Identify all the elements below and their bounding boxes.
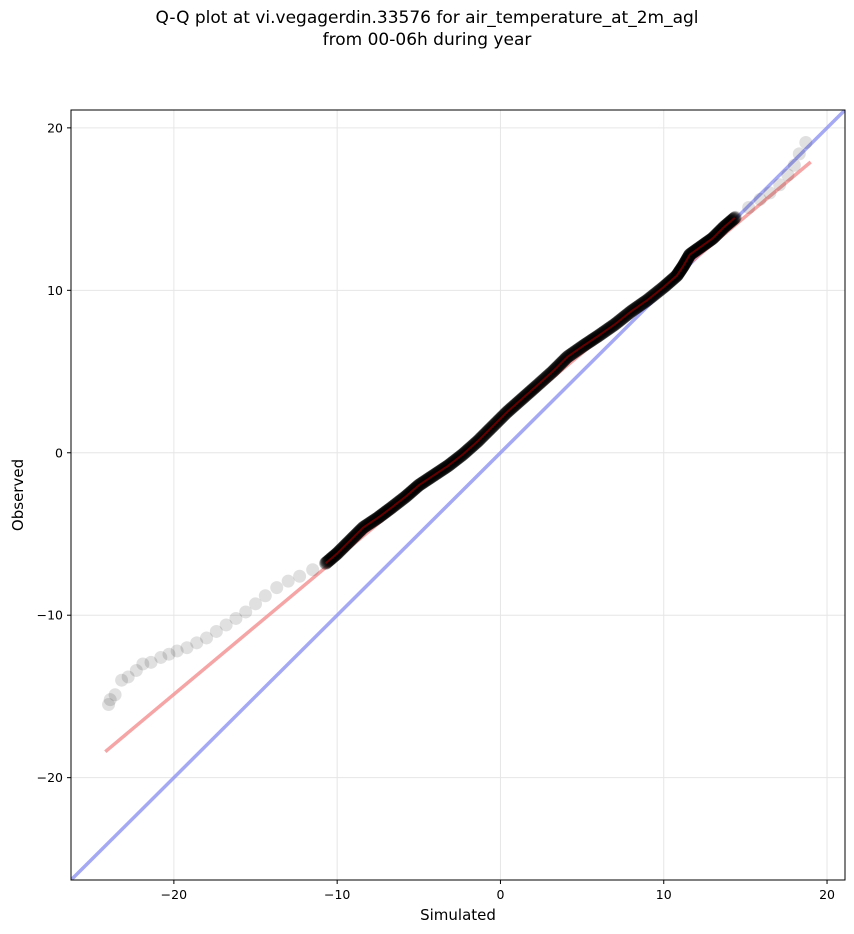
qq-point bbox=[781, 168, 795, 182]
x-tick-label: −20 bbox=[161, 887, 187, 902]
qq-point bbox=[239, 605, 253, 619]
qq-point bbox=[753, 192, 767, 206]
qq-point bbox=[103, 693, 117, 707]
y-tick-label: 20 bbox=[47, 120, 63, 135]
qq-point bbox=[799, 135, 813, 149]
qq-point bbox=[229, 611, 243, 625]
qq-point bbox=[129, 663, 143, 677]
qq-point bbox=[162, 647, 176, 661]
qq-point bbox=[200, 631, 214, 645]
qq-point bbox=[121, 670, 135, 684]
qq-point bbox=[306, 563, 320, 577]
y-tick-label: 10 bbox=[47, 283, 63, 298]
plot-area-frame bbox=[70, 109, 846, 881]
qq-point bbox=[281, 574, 295, 588]
y-axis-label: Observed bbox=[9, 459, 27, 531]
qq-point bbox=[115, 673, 129, 687]
qq-point bbox=[144, 655, 158, 669]
qq-point bbox=[258, 589, 272, 603]
qq-point bbox=[170, 644, 184, 658]
chart-title-line-2: from 00-06h during year bbox=[322, 30, 532, 50]
qq-point bbox=[249, 597, 263, 611]
qq-point bbox=[136, 657, 150, 671]
qq-point bbox=[787, 158, 801, 172]
x-tick-label: −10 bbox=[324, 887, 350, 902]
qq-point bbox=[209, 624, 223, 638]
qq-point bbox=[293, 569, 307, 583]
qq-point bbox=[180, 641, 194, 655]
y-tick-label: −10 bbox=[37, 608, 63, 623]
y-tick-label: 0 bbox=[55, 445, 63, 460]
axis-ticks: −20 −10 0 10 20 −20 −10 0 10 20 bbox=[37, 120, 835, 902]
y-tick-label: −20 bbox=[37, 770, 63, 785]
qq-point bbox=[108, 688, 122, 702]
qq-point bbox=[154, 650, 168, 664]
qq-point bbox=[102, 698, 116, 712]
fit-line bbox=[104, 160, 812, 754]
identity-line bbox=[71, 110, 845, 880]
x-tick-label: 0 bbox=[496, 887, 504, 902]
qq-point bbox=[742, 200, 756, 214]
qq-point bbox=[763, 186, 777, 200]
x-tick-label: 20 bbox=[819, 887, 835, 902]
plot-data bbox=[71, 110, 845, 880]
qq-point bbox=[773, 178, 787, 192]
grid-lines bbox=[71, 110, 845, 880]
qq-point bbox=[792, 147, 806, 161]
quantile-trace bbox=[325, 217, 736, 564]
qq-point bbox=[190, 636, 204, 650]
x-axis-label: Simulated bbox=[420, 906, 496, 924]
x-tick-label: 10 bbox=[656, 887, 672, 902]
qq-point bbox=[219, 618, 233, 632]
qq-point bbox=[270, 581, 284, 595]
chart-title-line-1: Q-Q plot at vi.vegagerdin.33576 for air_… bbox=[155, 8, 699, 28]
